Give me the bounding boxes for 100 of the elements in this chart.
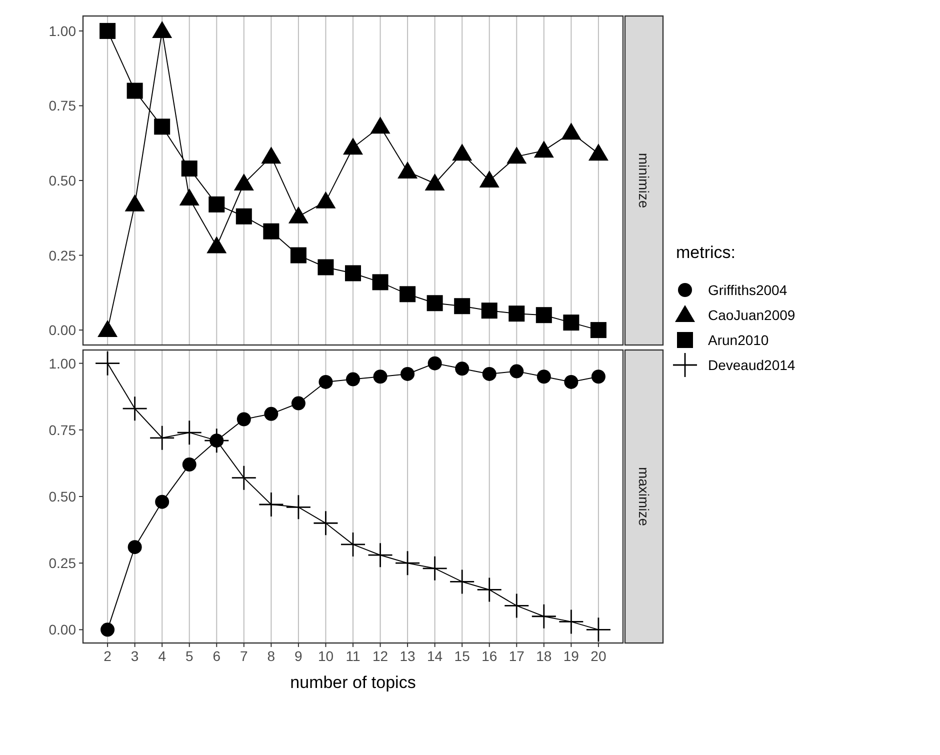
legend-label: Griffiths2004	[708, 282, 788, 298]
x-tick-label: 20	[590, 648, 606, 664]
point	[236, 412, 251, 426]
point	[561, 122, 582, 140]
point	[341, 532, 365, 556]
point	[290, 247, 306, 264]
x-tick-label: 6	[212, 648, 221, 664]
x-tick-label: 10	[318, 648, 334, 664]
point	[259, 492, 284, 516]
point	[400, 286, 416, 302]
point	[422, 556, 447, 580]
point	[481, 302, 498, 319]
point	[424, 173, 445, 190]
point	[124, 194, 145, 212]
point	[100, 622, 115, 637]
point	[318, 259, 334, 276]
point	[206, 236, 227, 254]
point	[96, 351, 120, 376]
point	[264, 406, 278, 421]
point	[450, 570, 474, 594]
point	[318, 374, 333, 389]
point	[182, 458, 196, 472]
point	[559, 610, 584, 634]
x-tick-label: 9	[294, 648, 303, 664]
x-tick-label: 18	[536, 648, 552, 664]
point	[373, 370, 388, 384]
x-tick-label: 15	[454, 648, 470, 664]
y-tick-label: 0.25	[48, 555, 76, 572]
y-tick-label: 1.00	[48, 355, 76, 372]
text: maximize	[636, 466, 652, 526]
x-tick-label: 11	[346, 648, 360, 664]
x-tick-label: 7	[240, 648, 248, 664]
point	[400, 366, 415, 381]
point	[372, 274, 388, 290]
point	[534, 140, 554, 158]
point	[128, 540, 142, 554]
point	[150, 426, 174, 450]
text: minimize	[636, 152, 652, 208]
x-tick-label: 19	[563, 648, 580, 664]
point	[181, 160, 198, 177]
point	[536, 307, 552, 324]
point	[291, 396, 306, 410]
point	[263, 223, 280, 240]
y-tick-label: 0.50	[48, 488, 76, 504]
point	[345, 265, 361, 282]
y-tick-label: 0.00	[48, 322, 76, 338]
x-axis-title: number of topics	[290, 673, 416, 692]
point	[428, 356, 442, 370]
point	[455, 362, 470, 376]
point	[398, 162, 418, 179]
point	[343, 138, 363, 155]
point	[563, 314, 580, 331]
point	[208, 196, 225, 212]
y-tick-label: 0.75	[48, 98, 76, 114]
point	[504, 594, 529, 618]
point	[316, 191, 336, 208]
point	[179, 188, 200, 206]
legend-label: Arun2010	[708, 332, 769, 348]
point	[396, 551, 420, 576]
x-tick-label: 13	[400, 648, 416, 664]
legend-label: Deveaud2014	[708, 357, 796, 373]
point	[506, 146, 527, 164]
point	[591, 370, 606, 384]
y-tick-label: 0.25	[48, 247, 76, 264]
point	[452, 144, 472, 161]
point	[314, 511, 338, 536]
x-tick-label: 4	[158, 648, 166, 664]
legend-label: CaoJuan2009	[708, 307, 796, 323]
point	[370, 116, 390, 134]
point	[426, 295, 443, 312]
point	[586, 618, 610, 642]
point	[346, 372, 360, 386]
point	[588, 144, 608, 161]
point	[482, 366, 496, 381]
point	[155, 494, 170, 509]
x-tick-label: 3	[130, 648, 139, 664]
y-tick-label: 0.50	[48, 172, 76, 188]
x-tick-label: 17	[508, 648, 525, 664]
y-tick-label: 1.00	[48, 22, 76, 39]
point	[122, 396, 147, 421]
point	[152, 20, 172, 38]
x-tick-label: 5	[185, 648, 194, 664]
point	[532, 604, 556, 628]
x-tick-label: 2	[104, 648, 112, 664]
x-tick-label: 12	[372, 648, 388, 664]
y-tick-label: 0.00	[48, 622, 76, 638]
point	[454, 298, 470, 314]
point	[510, 364, 524, 378]
point	[234, 173, 254, 190]
x-tick-label: 8	[267, 648, 276, 664]
point	[508, 306, 525, 322]
point	[479, 170, 500, 188]
point	[261, 146, 282, 164]
point	[590, 322, 606, 338]
legend-title: metrics:	[676, 243, 736, 262]
point	[564, 374, 578, 389]
x-tick-label: 14	[427, 648, 443, 664]
y-tick-label: 0.75	[48, 422, 76, 438]
point	[204, 428, 229, 453]
point	[477, 578, 502, 602]
